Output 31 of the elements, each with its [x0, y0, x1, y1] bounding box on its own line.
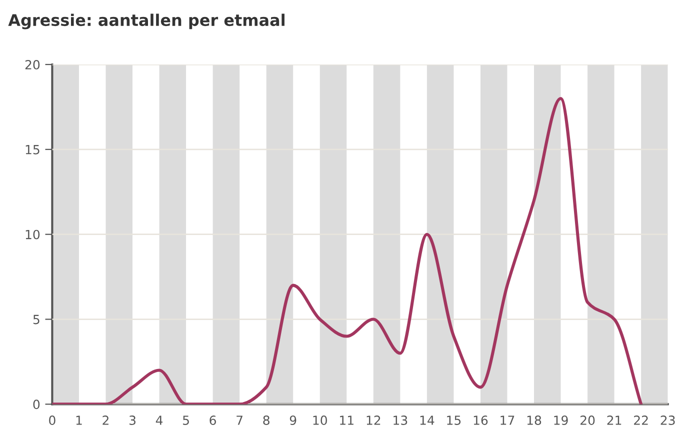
- x-tick-label: 10: [313, 416, 327, 425]
- x-tick-label: 7: [236, 416, 242, 425]
- x-tick-label: 17: [500, 416, 514, 425]
- x-tick-label: 8: [263, 416, 270, 425]
- x-tick-label: 16: [474, 416, 488, 425]
- x-tick-label: 14: [420, 416, 434, 425]
- x-tick-label: 5: [183, 416, 189, 425]
- x-tick-label: 13: [394, 416, 408, 425]
- x-tick-label: 6: [210, 416, 216, 425]
- y-tick-label: 15: [26, 145, 40, 154]
- x-tick-label: 2: [102, 416, 108, 425]
- x-tick-label: 19: [554, 416, 568, 425]
- x-tick-label: 11: [340, 416, 354, 425]
- x-tick-label: 1: [76, 416, 82, 425]
- y-tick-label: 5: [33, 314, 40, 324]
- x-tick-label: 0: [49, 416, 56, 425]
- x-tick-label: 18: [527, 416, 542, 425]
- chart-title: Agressie: aantallen per etmaal: [8, 14, 284, 30]
- x-tick-label: 15: [447, 416, 461, 425]
- x-tick-label: 9: [290, 416, 296, 425]
- x-tick-label: 20: [580, 416, 595, 425]
- x-tick-label: 22: [634, 416, 648, 425]
- y-tick-label: 0: [33, 400, 40, 410]
- x-tick-label: 3: [129, 416, 136, 425]
- y-tick-label: 20: [25, 60, 40, 70]
- x-tick-label: 4: [156, 416, 163, 425]
- x-tick-label: 12: [366, 416, 380, 425]
- x-tick-label: 23: [660, 416, 675, 425]
- y-tick-label: 10: [26, 230, 40, 240]
- line-series: [52, 96, 643, 404]
- x-tick-label: 21: [607, 416, 622, 425]
